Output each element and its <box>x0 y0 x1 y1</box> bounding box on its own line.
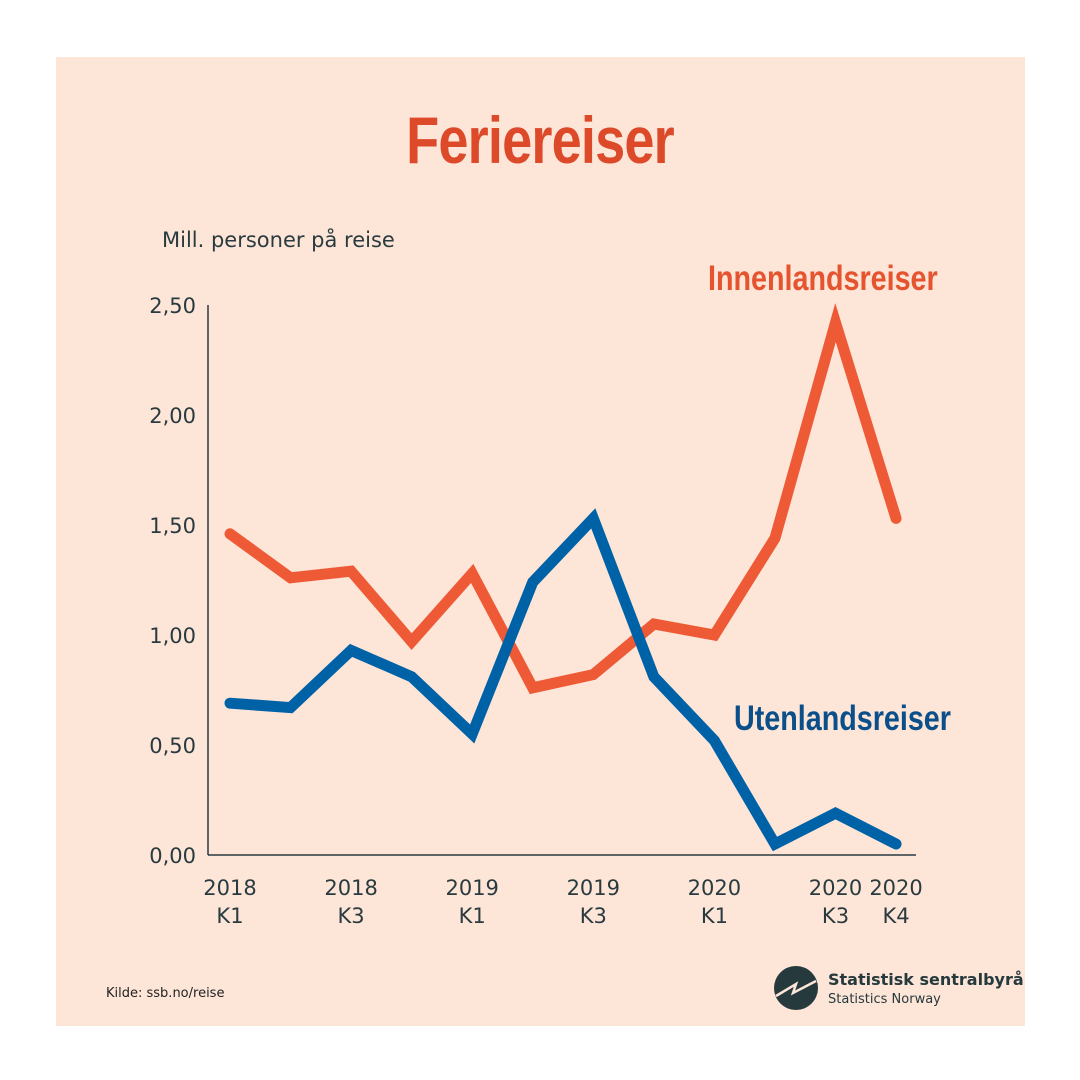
x-tick-label: K3 <box>580 904 607 928</box>
y-tick-label: 2,50 <box>149 294 196 318</box>
x-tick-label: 2018 <box>324 876 377 900</box>
series-label-innenlandsreiser: Innenlandsreiser <box>708 259 938 298</box>
chart-background <box>56 57 1025 1026</box>
x-tick-label: 2020 <box>809 876 862 900</box>
chart-title: Feriereiser <box>406 103 675 177</box>
y-axis-label: Mill. personer på reise <box>162 228 395 252</box>
y-tick-label: 0,00 <box>149 844 196 868</box>
y-tick-label: 1,00 <box>149 624 196 648</box>
x-tick-label: 2018 <box>203 876 256 900</box>
y-tick-label: 2,00 <box>149 404 196 428</box>
x-tick-label: 2019 <box>445 876 498 900</box>
series-line-utenlandsreiser <box>224 508 902 852</box>
logo-name: Statistisk sentralbyrå <box>828 970 1024 989</box>
x-tick-label: K3 <box>338 904 365 928</box>
x-tick-label: 2020 <box>688 876 741 900</box>
y-tick-label: 0,50 <box>149 734 196 758</box>
series-label-utenlandsreiser: Utenlandsreiser <box>734 699 951 738</box>
series-line-innenlandsreiser <box>224 303 902 695</box>
logo-subtitle: Statistics Norway <box>828 992 941 1007</box>
x-tick-label: K1 <box>701 904 728 928</box>
x-tick-label: K1 <box>216 904 243 928</box>
source-note: Kilde: ssb.no/reise <box>106 986 225 1001</box>
x-tick-label: K3 <box>822 904 849 928</box>
x-tick-label: 2019 <box>567 876 620 900</box>
x-tick-label: K4 <box>882 904 909 928</box>
x-tick-label: K1 <box>459 904 486 928</box>
y-tick-label: 1,50 <box>149 514 196 538</box>
x-tick-label: 2020 <box>869 876 922 900</box>
